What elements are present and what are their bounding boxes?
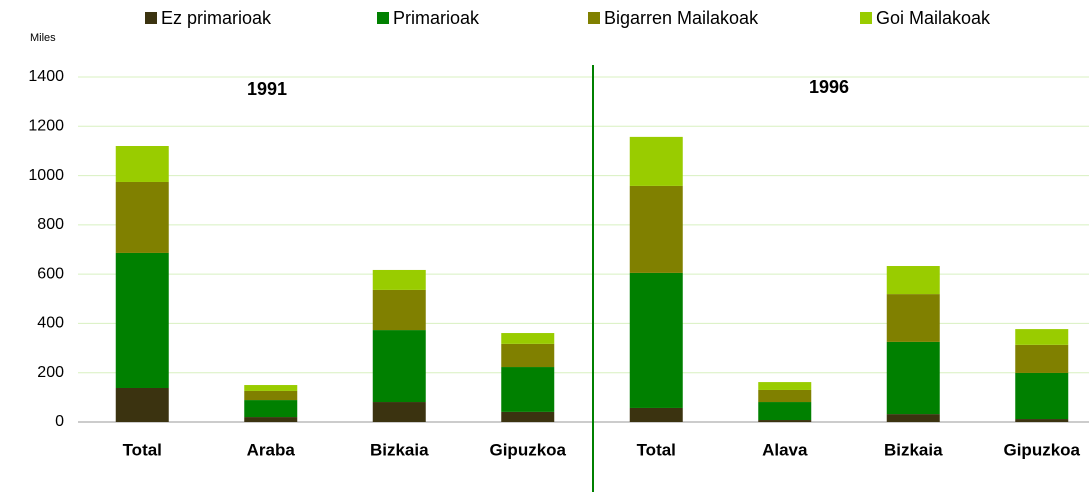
annotation: 1991 — [247, 79, 287, 99]
y-tick-label: 1000 — [28, 167, 64, 184]
legend-label: Bigarren Mailakoak — [604, 8, 759, 28]
bar-segment — [501, 333, 555, 344]
y-tick-label: 1200 — [28, 118, 64, 135]
bar-segment — [758, 402, 812, 421]
bar-segment — [372, 330, 426, 403]
bar-segment — [244, 417, 298, 422]
x-tick-label: Araba — [247, 440, 296, 459]
bar-segment — [501, 411, 555, 422]
bar-segment — [115, 252, 169, 388]
bar-segment — [115, 146, 169, 182]
legend-swatch — [145, 12, 157, 24]
bar-segment — [372, 269, 426, 290]
bar-segment — [1015, 419, 1069, 422]
legend-swatch — [860, 12, 872, 24]
bar-segment — [1015, 329, 1069, 345]
bar-segment — [372, 402, 426, 422]
bar-segment — [115, 387, 169, 422]
y-tick-label: 0 — [55, 413, 64, 430]
bar-segment — [758, 382, 812, 390]
bar-segment — [629, 136, 683, 186]
bar-segment — [501, 367, 555, 412]
bar-segment — [886, 341, 940, 415]
x-tick-label: Gipuzkoa — [489, 440, 566, 459]
bar-segment — [244, 400, 298, 418]
bar-segment — [244, 390, 298, 401]
bar-segment — [372, 289, 426, 331]
bar-segment — [758, 389, 812, 403]
bar-segment — [1015, 372, 1069, 420]
y-tick-label: 1400 — [28, 68, 64, 85]
x-tick-label: Alava — [762, 440, 808, 459]
y-tick-label: 600 — [37, 265, 64, 282]
y-tick-label: 200 — [37, 364, 64, 381]
bar-segment — [629, 407, 683, 422]
bar-segment — [244, 385, 298, 391]
bar-segment — [629, 185, 683, 273]
bar-segment — [886, 266, 940, 295]
bar-segment — [501, 343, 555, 368]
y-tick-label: 800 — [37, 216, 64, 233]
legend-label: Goi Mailakoak — [876, 8, 991, 28]
legend-swatch — [588, 12, 600, 24]
x-tick-label: Bizkaia — [884, 440, 943, 459]
x-tick-label: Total — [637, 440, 676, 459]
bar-segment — [629, 272, 683, 408]
x-tick-label: Gipuzkoa — [1003, 440, 1080, 459]
legend-label: Ez primarioak — [161, 8, 272, 28]
bar-segment — [886, 294, 940, 342]
bar-segment — [1015, 344, 1069, 373]
x-tick-label: Bizkaia — [370, 440, 429, 459]
y-tick-label: 400 — [37, 315, 64, 332]
y-axis-label: Miles — [30, 32, 56, 44]
x-tick-label: Total — [123, 440, 162, 459]
bar-segment — [115, 181, 169, 253]
bar-segment — [886, 414, 940, 422]
bar-segment — [758, 420, 812, 422]
legend-label: Primarioak — [393, 8, 480, 28]
annotation: 1996 — [809, 77, 849, 97]
legend-swatch — [377, 12, 389, 24]
